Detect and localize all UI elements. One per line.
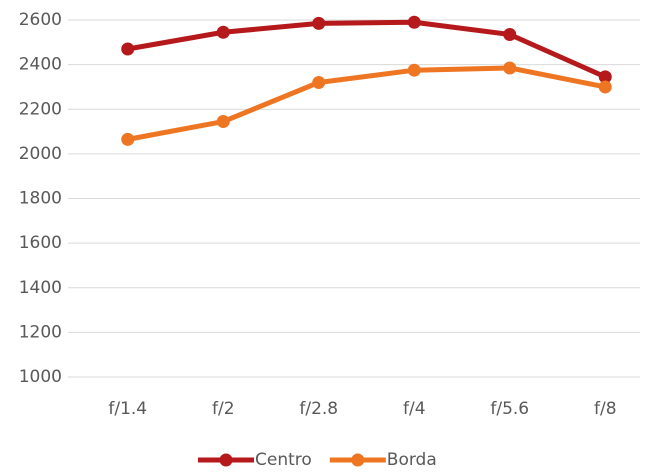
data-point [121,42,135,56]
x-tick-label: f/4 [403,399,426,419]
data-point [407,63,421,77]
y-tick-label: 2000 [19,144,62,164]
x-tick-label: f/2 [212,399,235,419]
legend-marker [219,453,233,467]
legend-label: Centro [255,450,312,470]
data-point [216,25,230,39]
x-tick-label: f/5.6 [490,399,529,419]
data-point [312,75,326,89]
data-point [216,115,230,129]
legend-marker [351,453,365,467]
y-tick-label: 2400 [19,55,62,75]
y-tick-label: 1200 [19,322,62,342]
data-point [503,61,517,75]
y-tick-label: 2600 [19,10,62,30]
x-tick-label: f/8 [594,399,617,419]
data-point [598,80,612,94]
data-point [121,132,135,146]
x-tick-label: f/1.4 [108,399,147,419]
series-line [127,65,606,142]
data-point [598,70,612,84]
y-tick-label: 2200 [19,99,62,119]
series-line [127,19,607,80]
legend-label: Borda [387,450,437,470]
y-tick-label: 1600 [19,233,62,253]
data-point [407,15,421,29]
x-tick-label: f/2.8 [299,399,338,419]
data-point [503,28,517,42]
y-tick-label: 1000 [19,367,62,387]
y-tick-label: 1400 [19,278,62,298]
data-point [312,16,326,30]
y-tick-label: 1800 [19,189,62,209]
